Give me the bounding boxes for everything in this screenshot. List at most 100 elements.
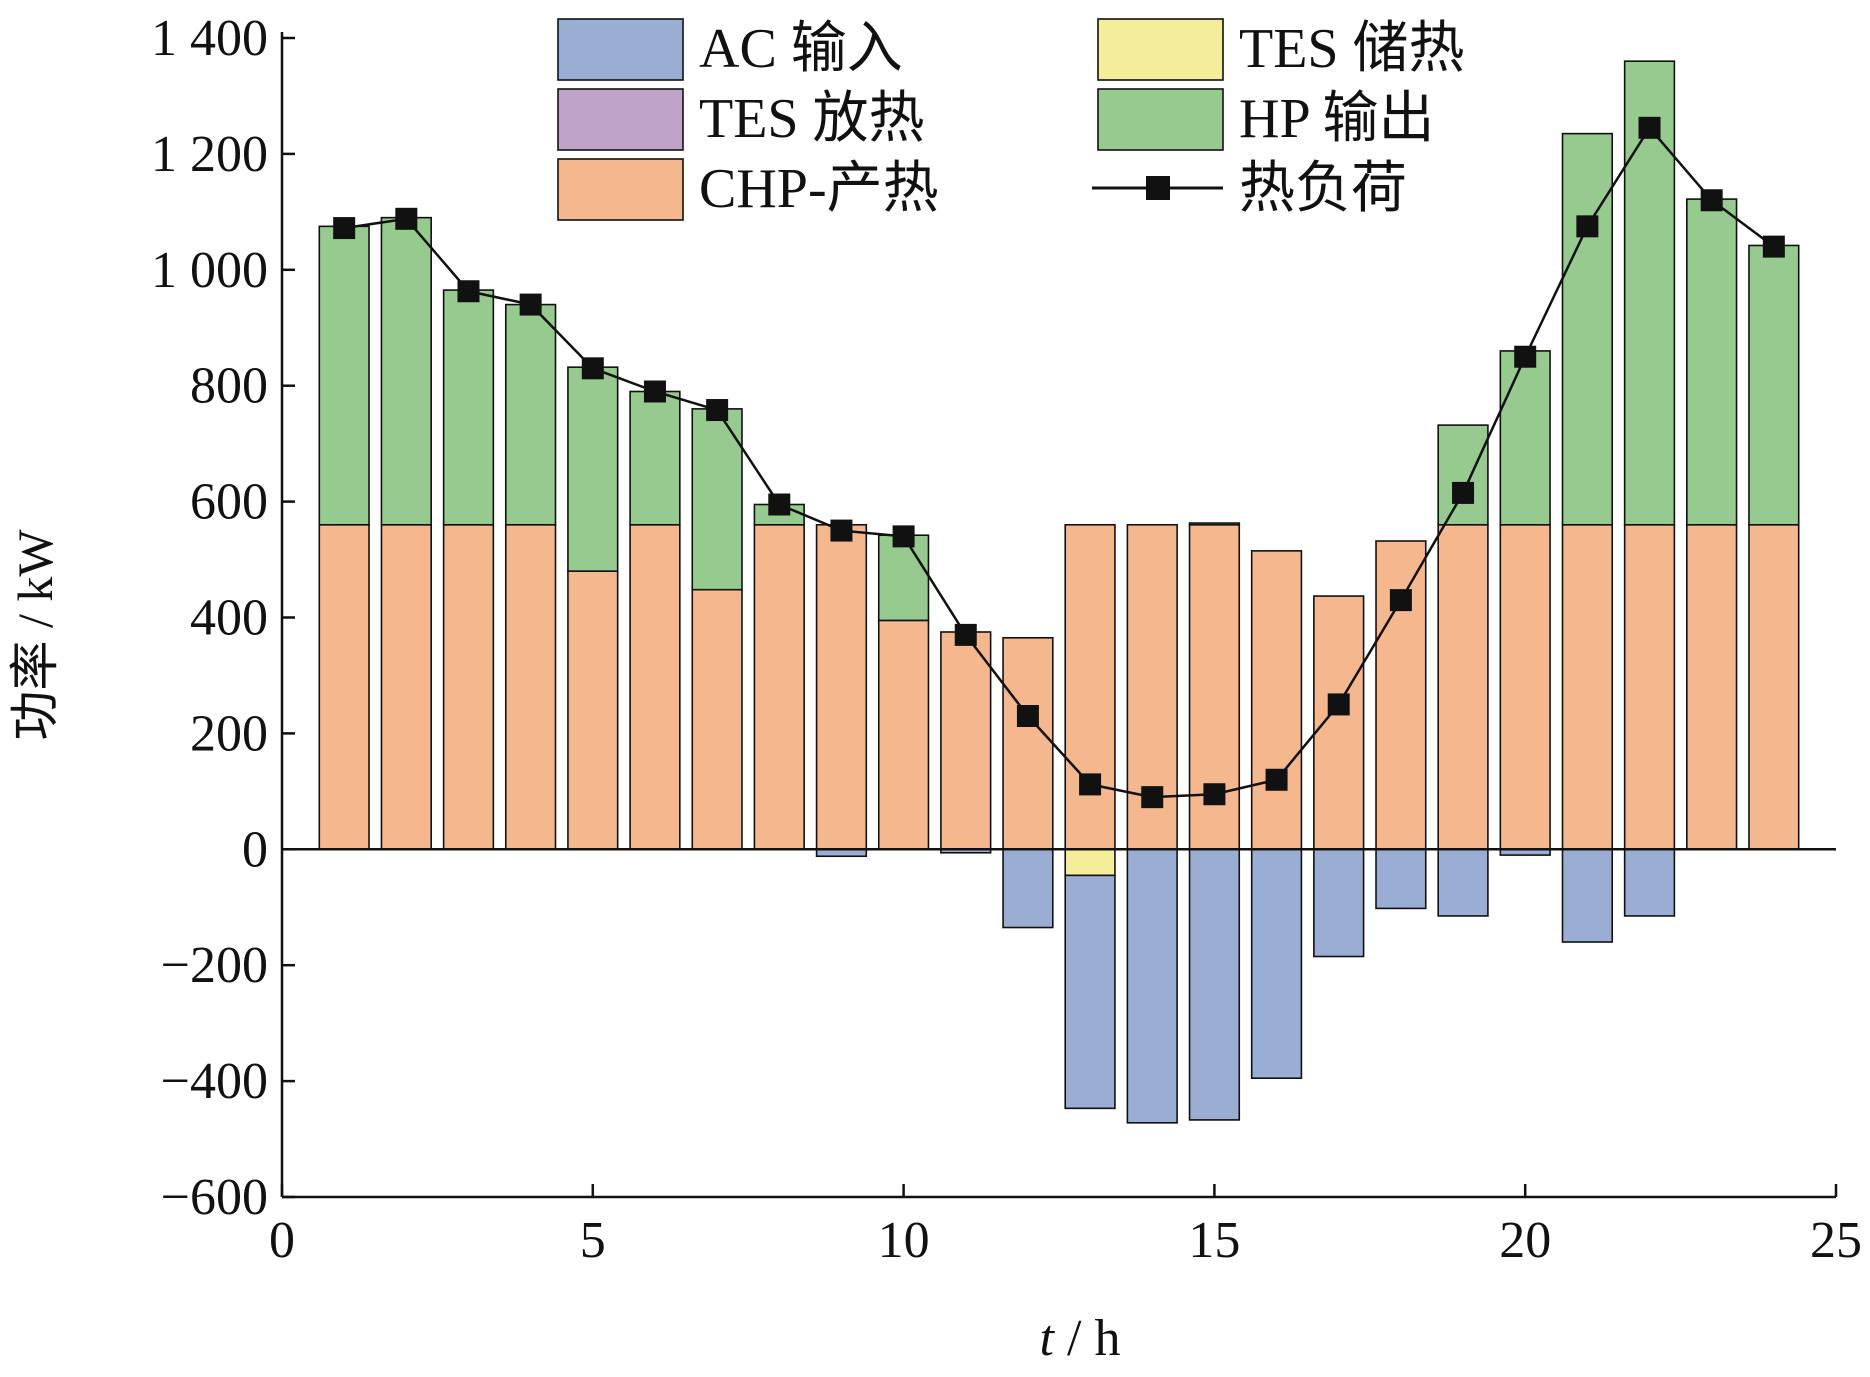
bar-HP-输出-h21 — [1561, 132, 1614, 526]
y-tick-label: 400 — [190, 590, 268, 647]
heat-load-marker-h16 — [1265, 768, 1288, 791]
heat-load-marker-h21 — [1576, 215, 1599, 238]
heat-load-marker-h4 — [519, 293, 542, 316]
bar-CHP-产热-h12 — [1002, 636, 1054, 851]
x-tick-label: 15 — [1188, 1212, 1240, 1269]
bar-HP-输出-h5 — [567, 366, 619, 572]
y-tick-label: 1 200 — [151, 126, 268, 183]
x-tick-label: 5 — [580, 1212, 606, 1269]
y-tick-label: 200 — [190, 705, 268, 762]
bars-layer — [318, 60, 1800, 1124]
y-tick-label: 600 — [190, 474, 268, 531]
bar-CHP-产热-h11 — [940, 631, 992, 851]
bar-AC-输入-h18 — [1375, 848, 1427, 910]
bar-HP-输出-h6 — [629, 390, 681, 526]
bar-HP-输出-h3 — [442, 289, 495, 526]
heat-load-marker-h23 — [1700, 189, 1723, 212]
heat-load-marker-h20 — [1514, 345, 1537, 368]
bar-HP-输出-h24 — [1748, 244, 1800, 526]
legend-marker-热负荷 — [1146, 176, 1170, 200]
bar-AC-输入-h21 — [1561, 848, 1614, 943]
legend-label-TES-放热: TES 放热 — [699, 88, 925, 150]
bar-CHP-产热-h16 — [1250, 550, 1303, 851]
x-axis-label: t / h — [1040, 1310, 1121, 1367]
bar-CHP-产热-h6 — [629, 523, 681, 851]
heat-load-marker-h24 — [1762, 235, 1785, 258]
bar-HP-输出-h1 — [318, 225, 370, 526]
x-tick-label: 10 — [878, 1212, 930, 1269]
heat-load-line — [343, 125, 1775, 799]
heat-load-marker-h18 — [1389, 589, 1412, 612]
bar-CHP-产热-h13 — [1064, 523, 1116, 851]
heat-load-marker-h6 — [643, 380, 666, 403]
bar-CHP-产热-h7 — [691, 588, 743, 851]
legend-swatch-TES-放热 — [557, 88, 684, 151]
heat-load-marker-h14 — [1141, 786, 1164, 809]
bar-CHP-产热-h18 — [1375, 540, 1427, 851]
x-tick-label: 25 — [1810, 1212, 1862, 1269]
x-axis-label-variable: t — [1040, 1310, 1056, 1367]
heat-load-marker-h15 — [1203, 783, 1226, 806]
bar-CHP-产热-h9 — [815, 523, 868, 851]
heat-load-marker-h22 — [1638, 116, 1661, 139]
heat-load-marker-h19 — [1452, 481, 1475, 504]
heat-load-marker-h13 — [1079, 773, 1102, 796]
y-tick-label: −400 — [161, 1053, 268, 1110]
legend-swatch-TES-储热 — [1097, 18, 1224, 81]
heat-load-marker-h9 — [830, 519, 853, 542]
y-tick-label: 1 000 — [151, 242, 268, 299]
y-tick-label: 0 — [242, 821, 268, 878]
bar-CHP-产热-h8 — [753, 523, 805, 851]
legend-swatch-AC-输入 — [557, 18, 684, 81]
legend-label-TES-储热: TES 储热 — [1239, 18, 1465, 80]
heat-load-line-layer — [333, 116, 1785, 809]
bar-AC-输入-h15 — [1188, 848, 1241, 1121]
bar-CHP-产热-h10 — [877, 619, 930, 851]
bar-TES-储热-h13 — [1064, 848, 1116, 877]
bar-CHP-产热-h24 — [1748, 523, 1800, 851]
bar-AC-输入-h14 — [1126, 848, 1178, 1124]
heat-load-marker-h5 — [581, 357, 604, 380]
legend-swatch-CHP-产热 — [557, 158, 684, 221]
bar-HP-输出-h20 — [1499, 350, 1551, 526]
legend: AC 输入 TES 储热 TES 放热 HP 输出 CHP-产热 热负荷 — [557, 18, 1465, 221]
legend-label-AC-输入: AC 输入 — [699, 18, 903, 80]
bar-HP-输出-h10 — [877, 534, 930, 622]
x-tick-label: 0 — [269, 1212, 295, 1269]
bar-HP-输出-h23 — [1686, 198, 1738, 526]
heat-load-marker-h12 — [1016, 705, 1039, 728]
bar-CHP-产热-h2 — [380, 523, 432, 851]
y-tick-label: 800 — [190, 358, 268, 415]
x-tick-label: 20 — [1499, 1212, 1551, 1269]
bar-CHP-产热-h22 — [1623, 523, 1676, 851]
bar-HP-输出-h2 — [380, 216, 432, 526]
y-tick-label: −600 — [161, 1169, 268, 1226]
heat-load-marker-h3 — [457, 280, 480, 303]
y-axis-label: 功率 / kW — [7, 529, 63, 741]
bar-CHP-产热-h20 — [1499, 523, 1551, 851]
heat-load-marker-h2 — [395, 207, 418, 230]
bar-CHP-产热-h23 — [1686, 523, 1738, 851]
heat-load-marker-h1 — [333, 217, 356, 240]
bar-CHP-产热-h1 — [318, 523, 370, 851]
bar-AC-输入-h17 — [1313, 848, 1365, 958]
heat-load-marker-h10 — [892, 525, 915, 548]
bar-CHP-产热-h19 — [1437, 523, 1489, 851]
heat-load-marker-h8 — [768, 493, 791, 516]
bar-HP-输出-h19 — [1437, 424, 1489, 526]
bar-AC-输入-h22 — [1623, 848, 1676, 917]
legend-label-HP-输出: HP 输出 — [1239, 88, 1435, 150]
bar-CHP-产热-h21 — [1561, 523, 1614, 851]
bar-HP-输出-h15 — [1188, 522, 1241, 526]
y-tick-label: 1 400 — [151, 10, 268, 67]
legend-label-热负荷: 热负荷 — [1239, 158, 1407, 220]
y-tick-label: −200 — [161, 937, 268, 994]
bar-CHP-产热-h4 — [504, 523, 557, 851]
bar-AC-输入-h16 — [1250, 848, 1303, 1080]
heat-load-marker-h7 — [706, 399, 729, 422]
heat-load-marker-h17 — [1327, 693, 1350, 716]
bar-AC-输入-h12 — [1002, 848, 1054, 929]
x-axis-label-unit: / h — [1054, 1310, 1120, 1367]
